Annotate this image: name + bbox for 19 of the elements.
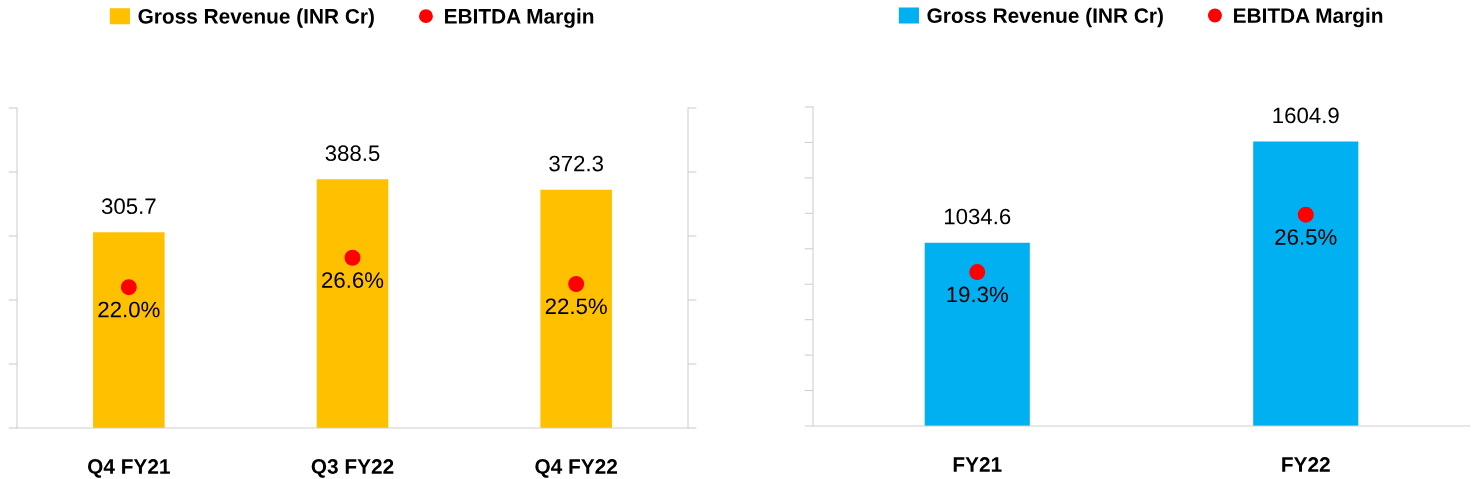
data-label: 19.3%: [947, 286, 1008, 303]
x-tick-label: Q4 FY21: [88, 459, 170, 478]
legend-label: Gross Revenue (INR Cr): [927, 7, 1163, 28]
data-label: 1604.9: [1273, 107, 1339, 124]
data-label: 26.6%: [322, 272, 384, 288]
data-label: 1034.6: [944, 208, 1011, 225]
legend-label: EBITDA Margin: [445, 8, 594, 28]
data-label: 26.5%: [1275, 229, 1337, 245]
x-tick-label: FY22: [1282, 457, 1330, 472]
legend-label: Gross Revenue (INR Cr): [138, 8, 374, 28]
x-tick-label: Q4 FY22: [535, 459, 618, 478]
x-tick-label: Q3 FY22: [311, 459, 394, 478]
data-label: 22.5%: [545, 298, 607, 315]
data-label: 22.0%: [98, 301, 160, 318]
data-label: 305.7: [101, 198, 156, 215]
x-tick-label: FY21: [953, 457, 1002, 472]
data-label: 388.5: [325, 145, 380, 162]
legend-label: EBITDA Margin: [1234, 7, 1383, 28]
data-label: 372.3: [549, 155, 603, 172]
